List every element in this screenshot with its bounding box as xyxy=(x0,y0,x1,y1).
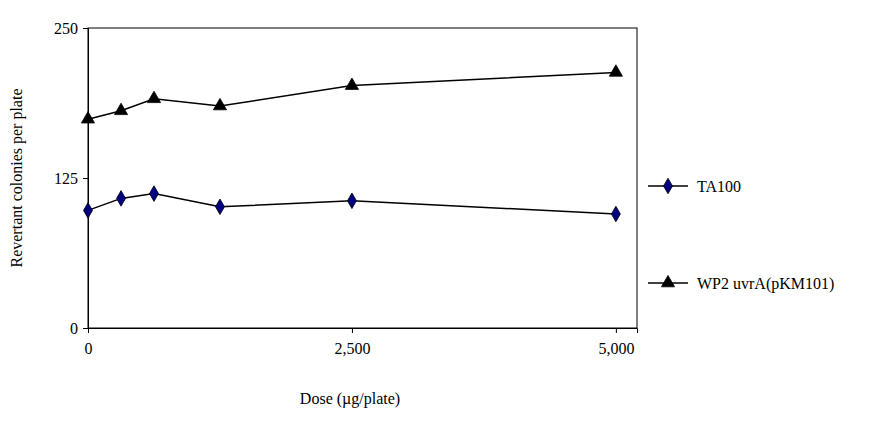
series-marker xyxy=(114,103,127,114)
series-marker xyxy=(347,193,356,209)
x-tick-label: 2,500 xyxy=(334,340,370,357)
y-tick: 125 xyxy=(54,170,88,187)
chart: 0 2,500 5,000 0 125 250 Dose (µg/plate) Reverta… xyxy=(0,0,881,424)
legend: TA100 WP2 uvrA(pKM101) xyxy=(648,178,834,293)
series-marker xyxy=(345,78,358,89)
x-axis-line xyxy=(89,329,638,334)
plot-area xyxy=(81,65,622,222)
legend-marker xyxy=(661,275,674,286)
series-marker xyxy=(117,191,126,207)
series-marker xyxy=(611,206,620,222)
series-marker xyxy=(149,186,158,202)
x-tick-mark xyxy=(352,328,353,333)
y-tick-label: 250 xyxy=(54,20,78,37)
series-marker xyxy=(215,199,224,215)
x-tick: 5,000 xyxy=(598,328,634,357)
y-axis-title: Revertant colonies per plate xyxy=(8,88,26,267)
legend-item: WP2 uvrA(pKM101) xyxy=(648,275,834,293)
y-tick-label: 0 xyxy=(70,320,78,337)
series-marker xyxy=(84,203,93,219)
series-marker xyxy=(81,112,94,123)
legend-marker xyxy=(664,178,673,194)
series-line xyxy=(88,72,616,119)
y-tick-mark xyxy=(83,328,88,329)
x-tick-label: 5,000 xyxy=(598,340,634,357)
y-tick-mark xyxy=(83,28,88,29)
series-marker xyxy=(609,65,622,76)
x-tick: 0 xyxy=(85,328,93,357)
y-tick-label: 125 xyxy=(54,170,78,187)
series-marker xyxy=(147,91,160,102)
x-tick-mark xyxy=(616,328,617,333)
legend-item: TA100 xyxy=(648,178,741,195)
series-line xyxy=(88,194,616,214)
y-tick-mark xyxy=(83,178,88,179)
x-tick: 2,500 xyxy=(334,328,370,357)
x-tick-label: 0 xyxy=(85,340,93,357)
x-axis-title: Dose (µg/plate) xyxy=(300,390,400,408)
y-tick: 250 xyxy=(54,20,88,37)
series-marker xyxy=(213,98,226,109)
y-tick: 0 xyxy=(70,320,88,337)
plot-frame xyxy=(88,28,637,328)
x-axis: 0 2,500 5,000 xyxy=(85,328,638,357)
legend-label: WP2 uvrA(pKM101) xyxy=(697,275,834,293)
legend-label: TA100 xyxy=(697,178,741,195)
y-axis: 0 125 250 xyxy=(54,20,89,337)
y-axis-line xyxy=(83,29,89,329)
